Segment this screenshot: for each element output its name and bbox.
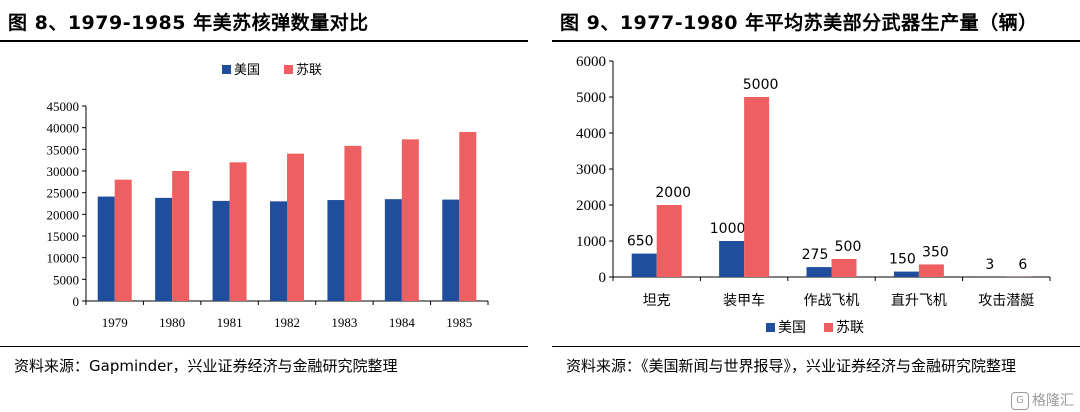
bar-us	[97, 196, 115, 301]
bar-ussr	[114, 179, 132, 301]
data-label: 1000	[710, 221, 746, 237]
figure-8-top-rule	[0, 40, 528, 42]
legend-label: 苏联	[296, 62, 322, 78]
y-tick-label: 15000	[47, 229, 80, 244]
bar-ussr	[459, 132, 477, 301]
figure-8-panel: 图 8、1979-1985 年美苏核弹数量对比 0 5000 10000 15000 2…	[0, 0, 528, 412]
bar-ussr	[229, 162, 247, 301]
data-label: 2000	[655, 185, 691, 201]
x-tick-label: 1985	[446, 315, 472, 330]
x-tick-label: 直升飞机	[891, 292, 947, 309]
bar-us	[719, 241, 745, 277]
x-tick-label: 攻击潜艇	[978, 293, 1034, 309]
data-label: 5000	[743, 77, 779, 93]
data-label: 350	[922, 244, 949, 260]
figure-9-top-rule	[552, 40, 1080, 42]
data-label: 275	[802, 247, 829, 263]
x-tick-label: 坦克	[643, 293, 671, 309]
figure-9-chart: 0 1000 2000 3000 4000 5000 6000 650 2000 坦克 1000 50…	[576, 54, 1051, 336]
bar-ussr	[401, 139, 419, 301]
figure-8-title: 图 8、1979-1985 年美苏核弹数量对比	[8, 12, 369, 34]
bar-ussr	[344, 145, 362, 301]
legend-swatch-us	[222, 65, 231, 74]
figure-8-bottom-rule	[0, 346, 528, 347]
watermark-text: 格隆汇	[1032, 393, 1074, 409]
bar-us	[442, 199, 460, 301]
x-tick-label: 1979	[102, 315, 128, 330]
data-label: 650	[627, 234, 654, 250]
bar-us	[327, 200, 345, 301]
bar-us	[806, 267, 832, 277]
figure-8-chart: 0 5000 10000 15000 20000 25000 30000 35000 40000…	[47, 62, 489, 330]
figure-8-source: 资料来源：Gapminder，兴业证券经济与金融研究院整理	[14, 357, 398, 375]
y-tick-label: 4000	[576, 126, 606, 142]
bar-ussr	[172, 171, 190, 301]
legend-swatch-ussr	[284, 65, 293, 74]
watermark: G 格隆汇	[1011, 390, 1074, 410]
y-tick-label: 5000	[576, 90, 606, 106]
y-tick-label: 6000	[576, 54, 606, 70]
y-tick-label: 35000	[47, 142, 80, 157]
bar-us	[893, 271, 919, 277]
y-tick-label: 25000	[47, 186, 80, 201]
figure-9-bottom-rule	[552, 346, 1080, 347]
y-tick-label: 45000	[47, 99, 80, 114]
y-tick-label: 40000	[47, 121, 80, 136]
bar-ussr	[656, 205, 682, 277]
x-tick-label: 1980	[159, 315, 185, 330]
bar-ussr	[287, 153, 304, 301]
data-label: 500	[835, 239, 862, 255]
legend-swatch-ussr	[824, 323, 833, 332]
bar-us	[270, 201, 287, 301]
watermark-logo-icon: G	[1011, 392, 1029, 410]
y-tick-label: 0	[599, 270, 607, 286]
bar-us	[631, 253, 657, 277]
y-tick-label: 0	[73, 294, 80, 309]
bar-ussr	[918, 264, 944, 277]
x-tick-label: 1983	[331, 315, 357, 330]
bar-us	[384, 199, 402, 301]
figure-9-title: 图 9、1977-1980 年平均苏美部分武器生产量（辆）	[560, 12, 1038, 34]
x-tick-label: 作战飞机	[804, 293, 860, 309]
bar-us	[155, 197, 173, 301]
x-tick-label: 装甲车	[723, 292, 765, 309]
figure-9-panel: 图 9、1977-1980 年平均苏美部分武器生产量（辆） 0 1000 2000 3…	[552, 0, 1080, 412]
figure-9-source: 资料来源：《美国新闻与世界报导》，兴业证券经济与金融研究院整理	[566, 357, 1017, 375]
data-label: 3	[985, 257, 994, 273]
y-tick-label: 20000	[47, 207, 80, 222]
x-tick-label: 1984	[389, 315, 416, 330]
y-tick-label: 2000	[576, 198, 606, 214]
x-tick-label: 1981	[217, 315, 243, 330]
x-tick-label: 1982	[274, 315, 300, 330]
y-tick-label: 3000	[576, 162, 606, 178]
bar-ussr	[744, 97, 770, 277]
data-label: 6	[1018, 257, 1027, 273]
y-tick-label: 5000	[53, 272, 79, 287]
legend-swatch-us	[766, 323, 775, 332]
y-tick-label: 10000	[47, 251, 80, 266]
y-tick-label: 1000	[576, 234, 606, 250]
bar-ussr	[831, 259, 857, 277]
bar-us	[212, 200, 230, 301]
data-label: 150	[889, 252, 916, 268]
legend-label: 美国	[234, 63, 260, 78]
legend-label: 苏联	[836, 320, 864, 336]
legend-label: 美国	[778, 320, 806, 336]
y-tick-label: 30000	[47, 164, 80, 179]
